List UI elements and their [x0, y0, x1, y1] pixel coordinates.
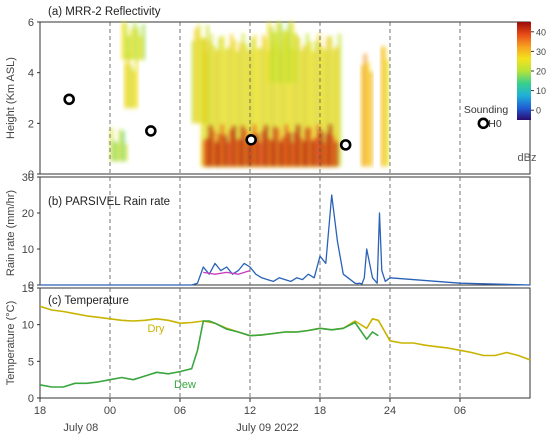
sounding-label-line2: H0 — [488, 118, 502, 130]
x-tick-label: 24 — [384, 405, 396, 417]
y-tick-label: 5 — [28, 356, 34, 368]
sounding-point — [339, 139, 352, 151]
panel-c-y-ticks: 0 5 10 15 — [22, 283, 40, 405]
colorbar-tick-label: 40 — [536, 27, 546, 37]
reflectivity-region — [203, 124, 338, 167]
series-line — [40, 194, 531, 286]
x-tick-label: 06 — [454, 405, 466, 417]
x-axis-ticks: 18 00 06 12 18 24 06 — [34, 398, 466, 417]
x-tick-label: 18 — [34, 405, 46, 417]
panel-b-y-ticks: 0 10 20 30 — [22, 172, 40, 292]
colorbar-gradient — [517, 22, 531, 120]
panel-reflectivity: 0 2 4 6 (a) MRR-2 Reflectivity Height (Km A… — [5, 6, 546, 181]
y-tick-label: 2 — [28, 118, 34, 130]
sounding-markers — [63, 93, 490, 151]
colorbar-label: dBz — [518, 152, 537, 164]
colorbar-tick-label: 10 — [536, 86, 546, 96]
y-tick-label: 20 — [22, 208, 34, 220]
colorbar-tick-label: 30 — [536, 47, 546, 57]
colorbar-ticks: 0 10 20 30 40 — [531, 27, 546, 116]
panel-a-title: (a) MRR-2 Reflectivity — [48, 6, 161, 18]
sounding-point — [63, 93, 75, 106]
panel-a-y-ticks: 0 2 4 6 — [28, 17, 40, 181]
y-tick-label: 10 — [22, 320, 34, 332]
reflectivity-region — [191, 24, 210, 124]
series-label-dry: Dry — [147, 323, 165, 335]
y-tick-label: 0 — [28, 393, 34, 405]
colorbar: 0 10 20 30 40 dBz — [517, 22, 546, 164]
panel-a-ylabel: Height (Km ASL) — [5, 57, 17, 139]
colorbar-tick-label: 20 — [536, 67, 546, 77]
panel-b-title: (b) PARSIVEL Rain rate — [48, 196, 170, 208]
reflectivity-region — [124, 53, 138, 109]
panel-c-ylabel: Temperature (°C) — [5, 301, 17, 385]
panel-rain-rate: 0 10 20 30 (b) PARSIVEL Rain rate Rain rate… — [5, 172, 531, 292]
y-tick-label: 0 — [28, 280, 34, 292]
temperature-series — [39, 305, 531, 388]
series-line — [203, 269, 251, 275]
reflectivity-field — [110, 22, 389, 167]
panel-a-gridlines — [109, 22, 461, 174]
panel-b-ylabel: Rain rate (mm/hr) — [5, 190, 17, 276]
reflectivity-region — [121, 22, 145, 61]
rain-rate-series — [40, 194, 531, 286]
y-tick-label: 10 — [22, 244, 34, 256]
sounding-annotation: Sounding H0 — [464, 104, 509, 130]
reflectivity-region — [110, 127, 128, 162]
panel-c-title: (c) Temperature — [48, 295, 129, 307]
x-date-label: July 09 2022 — [236, 422, 298, 434]
y-tick-label: 0 — [28, 169, 34, 181]
y-tick-label: 4 — [28, 68, 34, 80]
x-tick-label: 00 — [104, 405, 116, 417]
x-axis-date-labels: July 08 July 09 2022 — [63, 422, 298, 434]
x-tick-label: 12 — [244, 405, 256, 417]
panel-b-gridlines — [109, 177, 461, 285]
y-tick-label: 6 — [28, 17, 34, 29]
series-line — [39, 320, 379, 388]
sounding-point — [245, 134, 257, 146]
colorbar-tick-label: 0 — [536, 106, 541, 116]
series-label-dew: Dew — [174, 379, 196, 391]
reflectivity-region — [360, 53, 373, 167]
reflectivity-region — [267, 22, 297, 83]
sounding-point — [477, 117, 490, 130]
sounding-point — [145, 125, 157, 137]
panel-b-frame — [39, 176, 531, 286]
sounding-label-line1: Sounding — [464, 104, 509, 116]
x-tick-label: 06 — [174, 405, 186, 417]
y-tick-label: 30 — [22, 172, 34, 184]
panel-c-frame — [39, 287, 531, 399]
y-tick-label: 15 — [22, 283, 34, 295]
x-date-label: July 08 — [63, 422, 98, 434]
reflectivity-region — [380, 46, 389, 167]
x-tick-label: 18 — [314, 405, 326, 417]
